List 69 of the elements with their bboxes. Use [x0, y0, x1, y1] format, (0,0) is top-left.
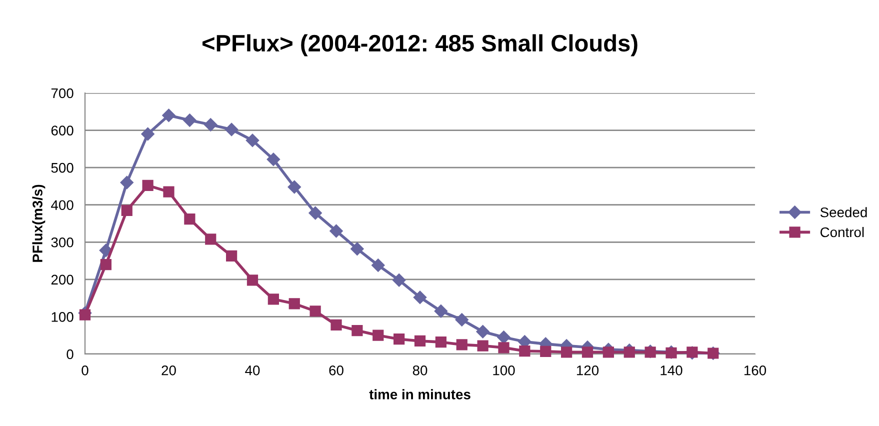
point	[226, 250, 238, 262]
x-axis-title: time in minutes	[369, 389, 470, 400]
y-tick-label: 300	[51, 237, 74, 248]
x-tick-label: 140	[660, 365, 682, 376]
point	[455, 313, 468, 326]
point	[350, 242, 364, 256]
point	[184, 213, 196, 225]
point	[413, 290, 427, 304]
point	[602, 346, 614, 358]
point	[352, 324, 363, 336]
point	[497, 330, 510, 344]
point	[183, 114, 196, 127]
x-tick-label: 80	[412, 365, 428, 376]
chart-title: <PFlux> (2004-2012: 485 Small Clouds)	[202, 34, 638, 56]
point	[519, 345, 530, 357]
point	[141, 127, 154, 141]
point	[246, 134, 260, 147]
point	[163, 186, 174, 198]
point	[204, 118, 218, 132]
x-tick-label: 120	[576, 365, 599, 376]
x-tick-label: 60	[329, 365, 344, 376]
legend-label: Control	[820, 226, 864, 238]
y-tick-label: 500	[51, 162, 74, 173]
y-tick-label: 700	[51, 88, 74, 98]
x-tick-label: 160	[744, 365, 766, 376]
point	[310, 306, 321, 317]
point	[162, 108, 176, 122]
point	[372, 258, 385, 272]
point	[121, 204, 132, 216]
point	[205, 234, 216, 245]
y-tick-label: 0	[66, 349, 74, 360]
y-tick-label: 200	[51, 274, 74, 285]
point	[120, 176, 134, 190]
y-tick-label: 600	[51, 126, 74, 136]
point	[435, 336, 446, 348]
point	[476, 325, 490, 338]
point	[308, 206, 322, 220]
x-tick-label: 0	[82, 365, 88, 376]
point	[392, 274, 406, 287]
point	[99, 244, 113, 257]
point	[561, 346, 572, 358]
point	[100, 258, 112, 270]
x-tick-label: 40	[245, 365, 260, 376]
x-tick-label: 20	[162, 365, 176, 376]
point	[246, 274, 258, 286]
point	[498, 342, 510, 354]
point	[224, 122, 238, 136]
point	[330, 224, 343, 238]
point	[330, 319, 342, 330]
x-tick-label: 100	[493, 365, 515, 376]
point	[624, 346, 635, 358]
point	[434, 304, 448, 318]
y-tick-label: 100	[52, 312, 74, 322]
point	[79, 309, 91, 320]
point	[414, 335, 426, 347]
point	[582, 346, 594, 358]
point	[456, 339, 468, 350]
point	[142, 180, 154, 192]
point	[288, 180, 301, 194]
y-tick-label: 400	[51, 200, 74, 210]
point	[394, 334, 405, 345]
legend-label: Seeded	[820, 207, 867, 218]
point	[477, 340, 488, 352]
point	[268, 294, 279, 305]
point	[372, 330, 384, 341]
point	[266, 152, 280, 166]
y-axis-title: PFlux(m3/s)	[32, 184, 46, 262]
point	[540, 346, 552, 357]
point	[288, 298, 300, 310]
